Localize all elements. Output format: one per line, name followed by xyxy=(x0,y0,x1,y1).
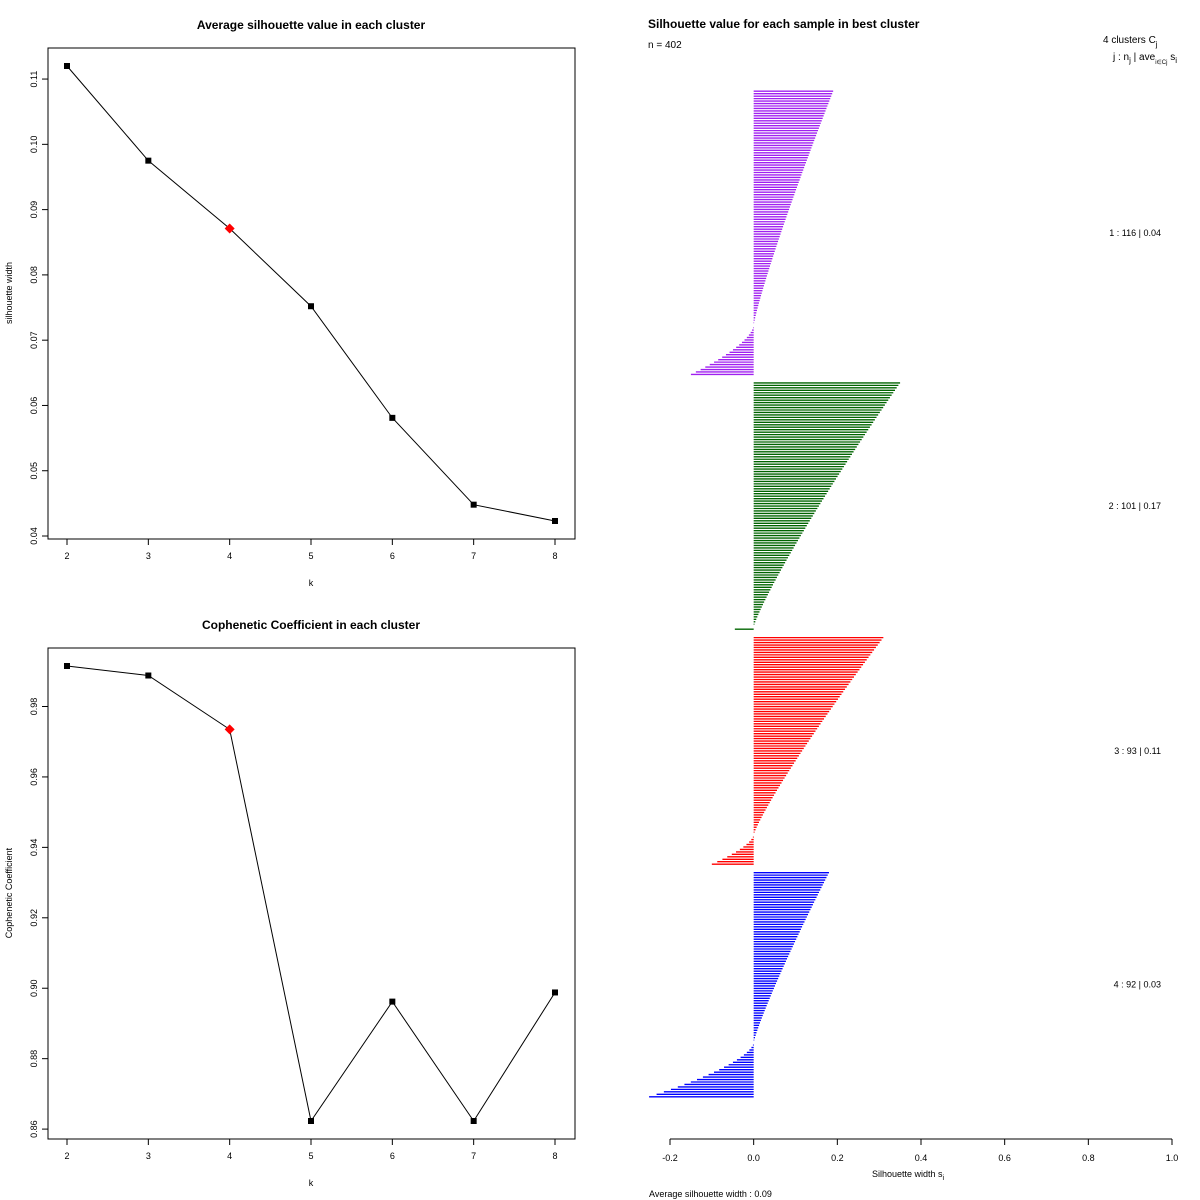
cophenetic-frame xyxy=(47,647,576,1140)
cophenetic-ytick-label: 0.88 xyxy=(29,1050,39,1068)
cophenetic-xtick-label: 3 xyxy=(146,1151,151,1161)
cophenetic-point xyxy=(470,1118,477,1124)
cophenetic-ytick-label: 0.96 xyxy=(29,768,39,786)
cophenetic-series-line xyxy=(66,665,556,1123)
avg-silhouette-point-highlight xyxy=(224,223,235,234)
silhouette-xtick-label: 0.4 xyxy=(915,1153,928,1163)
silhouette-xlabel: Silhouette width si xyxy=(872,1169,945,1182)
cophenetic-ytick-label: 0.92 xyxy=(29,909,39,927)
avg-silhouette-ytick-label: 0.04 xyxy=(29,527,39,545)
silhouette-xtick-label: -0.2 xyxy=(662,1153,678,1163)
avg-silhouette-point xyxy=(145,157,152,164)
avg-silhouette-panel: Average silhouette value in each cluster… xyxy=(4,18,576,588)
silhouette-header-clusters: 4 clusters Cj xyxy=(1103,35,1158,49)
avg-silhouette-xtick-label: 8 xyxy=(552,551,557,561)
cophenetic-xlabel: k xyxy=(309,1178,314,1188)
silhouette-xtick-label: 0.0 xyxy=(747,1153,760,1163)
cophenetic-xtick-label: 4 xyxy=(227,1151,232,1161)
silhouette-n-label: n = 402 xyxy=(648,40,682,51)
avg-silhouette-point xyxy=(64,63,70,69)
avg-silhouette-ytick-label: 0.06 xyxy=(29,397,39,415)
avg-silhouette-xtick-label: 5 xyxy=(308,551,313,561)
silhouette-cluster-label: 3 : 93 | 0.11 xyxy=(1114,746,1161,756)
avg-silhouette-point xyxy=(470,501,477,508)
silhouette-xtick-label: 0.2 xyxy=(831,1153,844,1163)
avg-silhouette-ytick-label: 0.07 xyxy=(29,331,39,349)
cophenetic-point xyxy=(145,672,152,679)
avg-silhouette-xtick-label: 7 xyxy=(471,551,476,561)
silhouette-xtick-label: 1.0 xyxy=(1166,1153,1179,1163)
avg-silhouette-series-line xyxy=(66,65,556,522)
cophenetic-ytick-label: 0.86 xyxy=(29,1120,39,1138)
cophenetic-ytick-label: 0.94 xyxy=(29,839,39,857)
silhouette-cluster-label: 1 : 116 | 0.04 xyxy=(1109,228,1161,238)
silhouette-xtick-label: 0.6 xyxy=(998,1153,1011,1163)
cophenetic-ytick-label: 0.90 xyxy=(29,979,39,997)
cophenetic-point xyxy=(308,1118,314,1124)
silhouette-plot-panel: Silhouette value for each sample in best… xyxy=(648,17,1178,1199)
cophenetic-xtick-label: 7 xyxy=(471,1151,476,1161)
avg-silhouette-xtick-label: 2 xyxy=(64,551,69,561)
silhouette-xtick-label: 0.8 xyxy=(1082,1153,1095,1163)
cophenetic-point xyxy=(389,998,396,1005)
avg-silhouette-xlabel: k xyxy=(309,578,314,588)
cophenetic-point-highlight xyxy=(224,724,235,735)
cophenetic-point xyxy=(552,989,558,996)
avg-silhouette-frame xyxy=(47,47,576,540)
avg-silhouette-ytick-label: 0.09 xyxy=(29,201,39,219)
avg-silhouette-point xyxy=(389,414,396,421)
avg-silhouette-ytick-label: 0.05 xyxy=(29,462,39,480)
silhouette-cluster-label: 2 : 101 | 0.17 xyxy=(1109,501,1161,511)
silhouette-header-columns: j : nj | avei∈Cj si xyxy=(1112,52,1177,66)
avg-silhouette-xtick-label: 4 xyxy=(227,551,232,561)
cophenetic-ytick-label: 0.98 xyxy=(29,698,39,716)
cophenetic-ylabel: Cophenetic Coefficient xyxy=(4,847,14,938)
cophenetic-xtick-label: 2 xyxy=(64,1151,69,1161)
avg-silhouette-point xyxy=(308,303,314,310)
cophenetic-xtick-label: 5 xyxy=(308,1151,313,1161)
avg-silhouette-xtick-label: 3 xyxy=(146,551,151,561)
silhouette-plot-title: Silhouette value for each sample in best… xyxy=(648,17,920,31)
silhouette-cluster-label: 4 : 92 | 0.03 xyxy=(1114,980,1161,990)
avg-silhouette-title: Average silhouette value in each cluster xyxy=(197,18,426,32)
cophenetic-title: Cophenetic Coefficient in each cluster xyxy=(202,618,420,632)
avg-silhouette-point xyxy=(552,518,558,524)
avg-silhouette-ytick-label: 0.11 xyxy=(29,71,39,88)
avg-silhouette-xtick-label: 6 xyxy=(390,551,395,561)
cophenetic-point xyxy=(64,663,70,669)
avg-silhouette-ytick-label: 0.10 xyxy=(29,136,39,154)
cophenetic-xtick-label: 8 xyxy=(552,1151,557,1161)
cophenetic-xtick-label: 6 xyxy=(390,1151,395,1161)
avg-silhouette-ytick-label: 0.08 xyxy=(29,266,39,284)
cophenetic-panel: Cophenetic Coefficient in each cluster k… xyxy=(4,618,576,1188)
avg-silhouette-ylabel: silhouette width xyxy=(4,262,14,324)
silhouette-footer: Average silhouette width : 0.09 xyxy=(649,1189,772,1199)
